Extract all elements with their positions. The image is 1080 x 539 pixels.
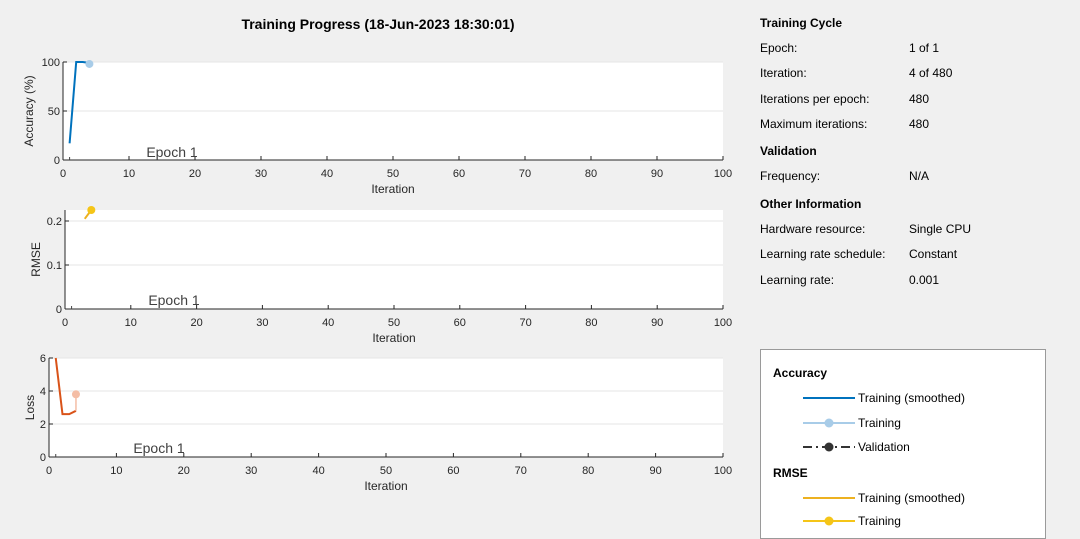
hardware-resource-value: Single CPU: [909, 222, 972, 236]
lr-schedule-label: Learning rate schedule:: [760, 247, 886, 261]
x-tick-label: 10: [110, 465, 122, 477]
lr-schedule-value: Constant: [909, 247, 958, 261]
x-tick-label: 40: [322, 317, 334, 329]
x-tick-label: 30: [245, 465, 257, 477]
max-iterations-value: 480: [909, 117, 930, 131]
epoch-annotation: Epoch 1: [133, 440, 185, 456]
y-tick-label: 0.1: [47, 260, 62, 272]
x-tick-label: 40: [321, 168, 333, 180]
section-validation: Validation: [760, 144, 817, 158]
x-tick-label: 60: [454, 317, 466, 329]
x-tick-label: 90: [651, 168, 663, 180]
plot-area-loss: [49, 358, 723, 457]
x-tick-label: 70: [515, 465, 527, 477]
series-line-smoothed: [54, 357, 77, 416]
iteration-label: Iteration:: [760, 66, 807, 80]
y-tick-label: 50: [48, 106, 60, 118]
legend-swatch-rmse-training: [803, 516, 855, 526]
x-tick-label: 80: [585, 168, 597, 180]
x-tick-label: 100: [714, 317, 732, 329]
iterations-per-epoch-label: Iterations per epoch:: [760, 92, 870, 106]
x-tick-label: 60: [453, 168, 465, 180]
y-axis-label: Accuracy (%): [22, 75, 36, 146]
legend-validation: Validation: [858, 440, 910, 454]
x-tick-label: 100: [714, 465, 732, 477]
x-tick-label: 20: [189, 168, 201, 180]
x-tick-label: 50: [387, 168, 399, 180]
y-tick-label: 0.2: [47, 216, 62, 228]
epoch-value: 1 of 1: [909, 41, 940, 55]
x-tick-label: 40: [312, 465, 324, 477]
x-tick-label: 20: [178, 465, 190, 477]
legend-swatch-accuracy-training: [803, 418, 855, 428]
info-panel: Training Cycle Epoch: 1 of 1 Iteration: …: [760, 0, 1080, 340]
axes-accuracy: 0 50 100 0 10 20 30 40 50 60 70 80 90 100 Epoch 1 Itera…: [22, 57, 732, 196]
axes-rmse: 0 0.1 0.2 0 10 20 30 40 50 60 70 80 90 100 Epoch 1 Iter…: [29, 206, 732, 345]
x-tick-label: 80: [582, 465, 594, 477]
y-tick-label: 100: [42, 57, 60, 69]
legend-panel: Accuracy Training (smoothed) Training Va…: [760, 349, 1046, 539]
frequency-label: Frequency:: [760, 169, 821, 183]
x-axis-label: Iteration: [364, 479, 407, 493]
legend-accuracy-training: Training: [858, 416, 901, 430]
y-tick-label: 0: [40, 452, 46, 464]
hardware-resource-label: Hardware resource:: [760, 222, 866, 236]
x-tick-label: 80: [585, 317, 597, 329]
x-tick-label: 30: [255, 168, 267, 180]
legend-rmse-training: Training: [858, 514, 901, 528]
x-tick-label: 100: [714, 168, 732, 180]
x-axis-label: Iteration: [371, 182, 414, 196]
frequency-value: N/A: [909, 169, 930, 183]
x-tick-label: 0: [62, 317, 68, 329]
y-tick-label: 6: [40, 353, 46, 365]
series-point-training: [85, 59, 94, 68]
plot-title: Training Progress (18-Jun-2023 18:30:01): [241, 16, 515, 32]
x-tick-label: 50: [388, 317, 400, 329]
x-tick-label: 90: [651, 317, 663, 329]
legend-accuracy-heading: Accuracy: [773, 366, 828, 380]
y-axis-label: Loss: [23, 395, 37, 420]
x-tick-label: 30: [256, 317, 268, 329]
legend-accuracy-training-smoothed: Training (smoothed): [858, 391, 965, 405]
y-tick-label: 0: [54, 155, 60, 167]
x-tick-label: 0: [60, 168, 66, 180]
x-axis-label: Iteration: [372, 331, 415, 345]
x-tick-label: 20: [190, 317, 202, 329]
plot-area-rmse: [65, 210, 723, 309]
epoch-annotation: Epoch 1: [148, 292, 200, 308]
legend-swatch-rmse-smoothed: [803, 497, 855, 499]
x-tick-label: 90: [649, 465, 661, 477]
learning-rate-label: Learning rate:: [760, 273, 835, 287]
legend-swatch-accuracy-smoothed: [803, 397, 855, 399]
x-tick-label: 70: [519, 168, 531, 180]
series-point-training: [87, 206, 96, 214]
section-other-information: Other Information: [760, 197, 862, 211]
x-tick-label: 60: [447, 465, 459, 477]
x-tick-label: 50: [380, 465, 392, 477]
legend-rmse-training-smoothed: Training (smoothed): [858, 491, 965, 505]
epoch-label: Epoch:: [760, 41, 798, 55]
y-tick-label: 4: [40, 386, 46, 398]
x-tick-label: 10: [125, 317, 137, 329]
x-tick-label: 70: [519, 317, 531, 329]
y-tick-label: 2: [40, 419, 46, 431]
legend-swatch-validation: [803, 442, 855, 452]
section-training-cycle: Training Cycle: [760, 16, 843, 30]
max-iterations-label: Maximum iterations:: [760, 117, 868, 131]
x-tick-label: 0: [46, 465, 52, 477]
series-point-training: [71, 390, 80, 399]
legend-rmse-heading: RMSE: [773, 466, 808, 480]
iterations-per-epoch-value: 480: [909, 92, 930, 106]
y-tick-label: 0: [56, 304, 62, 316]
epoch-annotation: Epoch 1: [146, 144, 198, 160]
y-axis-label: RMSE: [29, 242, 43, 277]
learning-rate-value: 0.001: [909, 273, 940, 287]
iteration-value: 4 of 480: [909, 66, 953, 80]
x-tick-label: 10: [123, 168, 135, 180]
